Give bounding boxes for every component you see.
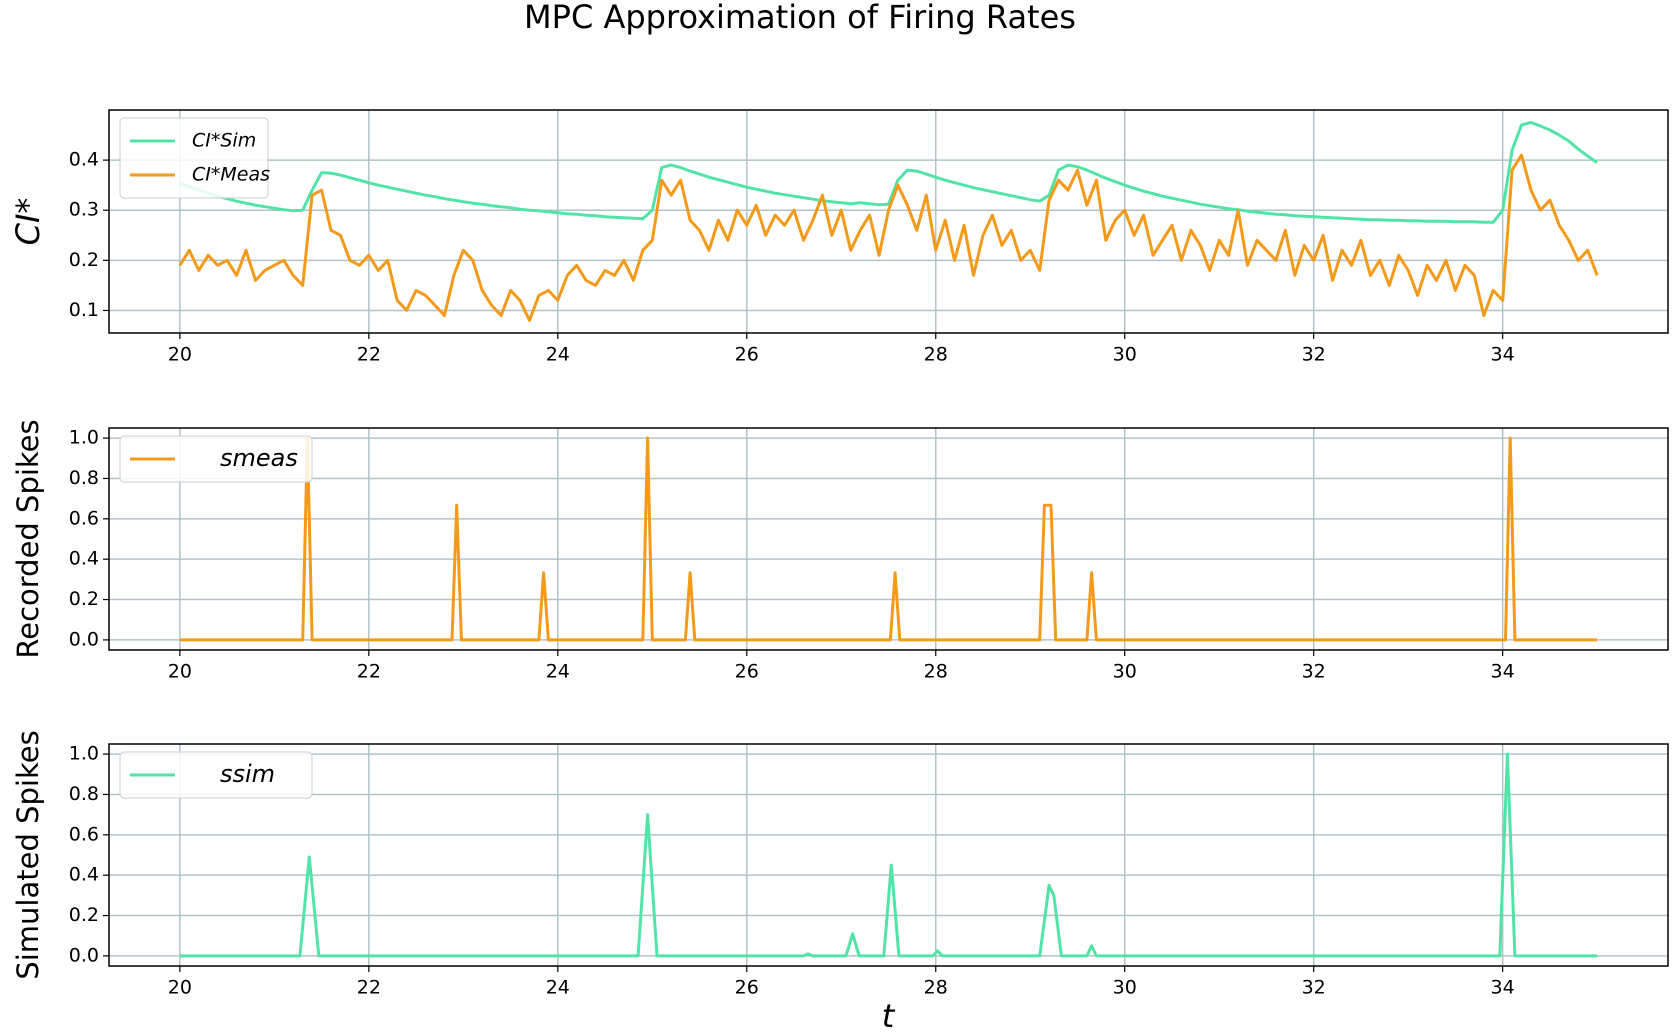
subplot: 20 22 24 26 28 30 32 34 0.1 0.2 0.3 0.4 CI* CI*Sim CI*… [9,109,1669,366]
y-tick-label: 0.2 [69,904,99,926]
axes-frame [108,109,1669,334]
legend-box [119,117,269,199]
legend-box [119,435,313,483]
y-tick-label: 0.6 [69,823,99,845]
legend-label: ssim [220,760,275,788]
x-tick-label: 20 [168,977,192,999]
x-tick-label: 30 [1113,344,1137,366]
plot-area [179,436,1598,642]
x-tick-label: 26 [735,977,759,999]
x-tick-label: 32 [1302,661,1326,683]
x-tick-label: 28 [924,977,948,999]
y-axis-label: CI* [9,198,47,246]
x-tick-label: 34 [1491,344,1515,366]
y-tick-label: 0.6 [69,507,99,529]
y-tick-label: 1.0 [69,743,99,765]
x-axis-label: t [882,997,896,1034]
x-tick-label: 28 [924,661,948,683]
legend-label: smeas [220,444,298,472]
y-tick-label: 0.4 [69,149,99,171]
y-tick-label: 0.4 [69,548,99,570]
axes-frame [108,743,1669,967]
legend-label: CI*Sim [192,130,256,152]
x-tick-label: 32 [1302,344,1326,366]
y-axis-label: Recorded Spikes [11,419,45,658]
y-tick-label: 0.4 [69,864,99,886]
y-tick-label: 0.8 [69,783,99,805]
y-tick-label: 0.2 [69,249,99,271]
y-tick-label: 0.1 [69,299,99,321]
x-tick-label: 34 [1491,661,1515,683]
legend-box [119,751,313,799]
x-tick-label: 24 [546,661,570,683]
x-tick-label: 22 [357,977,381,999]
subplot: 20 22 24 26 28 30 32 34 0.0 0.2 0.4 0.6 0.8 1.0 Record… [11,419,1669,683]
y-tick-label: 0.3 [69,199,99,221]
plot-area [178,121,1599,322]
data-line [179,436,1598,642]
plot-area [179,752,1598,958]
y-tick-label: 0.2 [69,588,99,610]
x-tick-label: 26 [735,661,759,683]
x-tick-label: 30 [1113,661,1137,683]
y-axis-label: Simulated Spikes [11,730,45,979]
y-tick-label: 0.0 [69,944,99,966]
x-tick-label: 28 [924,344,948,366]
x-tick-label: 20 [168,344,192,366]
subplot: 20 22 24 26 28 30 32 34 0.0 0.2 0.4 0.6 0.8 1.0 Simula… [11,730,1669,999]
y-tick-label: 0.8 [69,467,99,489]
data-line [178,153,1599,322]
x-tick-label: 34 [1491,977,1515,999]
x-tick-label: 22 [357,661,381,683]
x-tick-label: 20 [168,661,192,683]
x-tick-label: 22 [357,344,381,366]
x-tick-label: 24 [546,977,570,999]
x-tick-label: 30 [1113,977,1137,999]
x-tick-label: 32 [1302,977,1326,999]
data-line [179,121,1598,224]
y-tick-label: 1.0 [69,427,99,449]
axes-frame [108,427,1669,651]
figure-title: MPC Approximation of Firing Rates [524,0,1076,36]
y-tick-label: 0.0 [69,628,99,650]
data-line [179,752,1598,958]
x-tick-label: 24 [546,344,570,366]
legend-label: CI*Meas [192,164,270,186]
x-tick-label: 26 [735,344,759,366]
